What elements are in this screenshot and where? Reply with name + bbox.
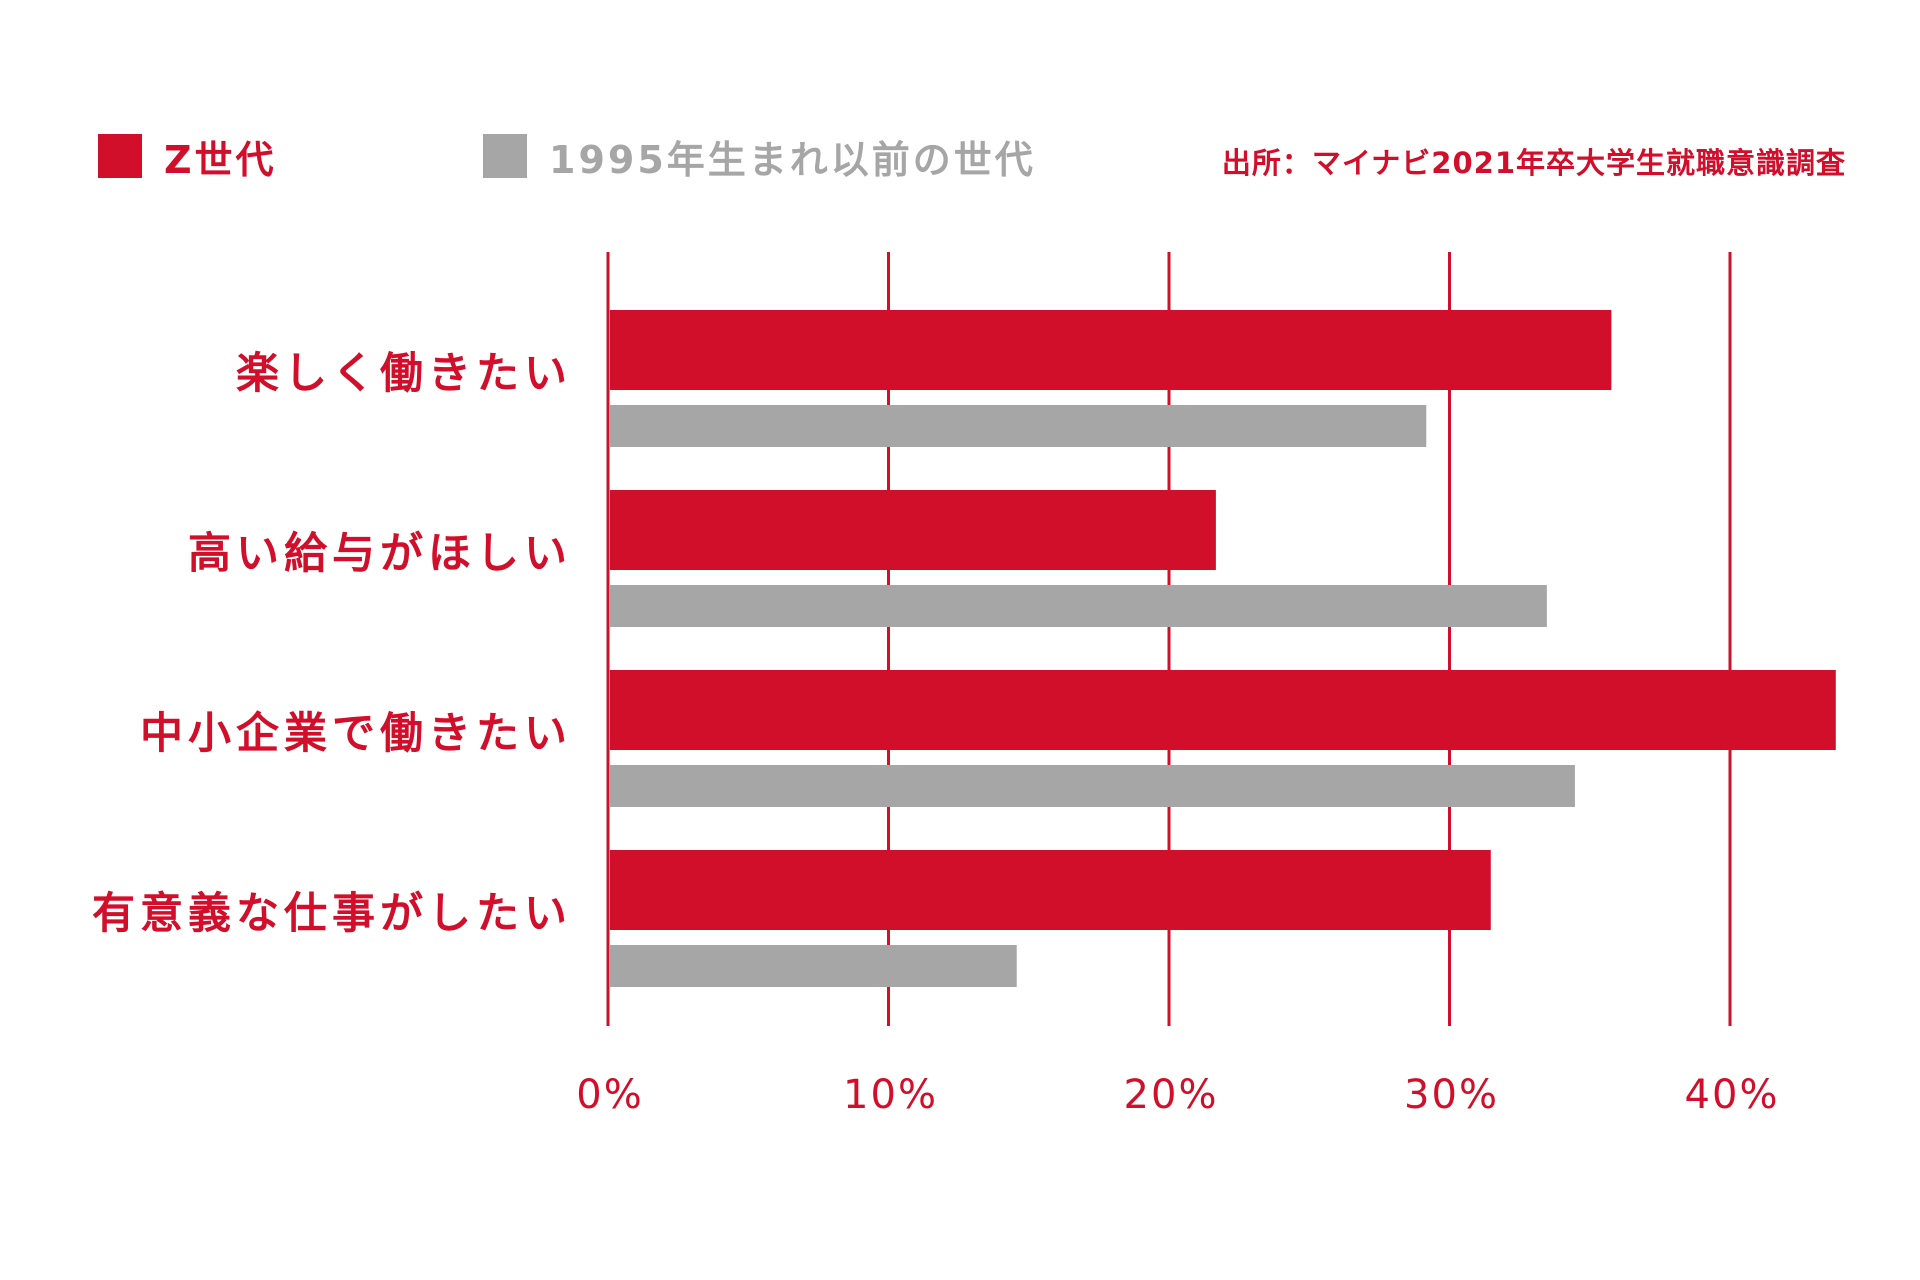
bar-older-generation-2 [610, 585, 1547, 627]
x-tick-label-0: 0% [576, 1072, 643, 1118]
source-note: 出所：マイナビ2021年卒大学生就職意識調査 [1221, 146, 1846, 180]
category-label-4: 有意義な仕事がしたい [92, 889, 572, 939]
bar-z-generation-4 [610, 850, 1491, 930]
bar-z-generation-3 [610, 670, 1836, 750]
x-tick-label-30: 30% [1404, 1072, 1499, 1118]
legend-label-z-generation: Z世代 [164, 137, 277, 182]
bar-older-generation-1 [610, 405, 1427, 447]
category-label-2: 高い給与がほしい [188, 529, 572, 579]
category-label-3: 中小企業で働きたい [140, 709, 572, 759]
chart-legend: Z世代 1995年生まれ以前の世代 [0, 132, 1920, 182]
legend-swatch-z-generation [98, 134, 142, 178]
legend-item-z-generation: Z世代 [98, 132, 277, 182]
legend-item-older-generation: 1995年生まれ以前の世代 [483, 132, 1036, 182]
bar-z-generation-2 [610, 490, 1216, 570]
bar-older-generation-4 [610, 945, 1017, 987]
legend-swatch-older-generation [483, 134, 527, 178]
bar-older-generation-3 [610, 765, 1575, 807]
legend-label-older-generation: 1995年生まれ以前の世代 [549, 137, 1036, 182]
x-tick-label-20: 20% [1124, 1072, 1219, 1118]
category-label-1: 楽しく働きたい [236, 349, 572, 399]
bar-z-generation-1 [610, 310, 1612, 390]
x-tick-label-10: 10% [843, 1072, 938, 1118]
x-tick-label-40: 40% [1685, 1072, 1780, 1118]
